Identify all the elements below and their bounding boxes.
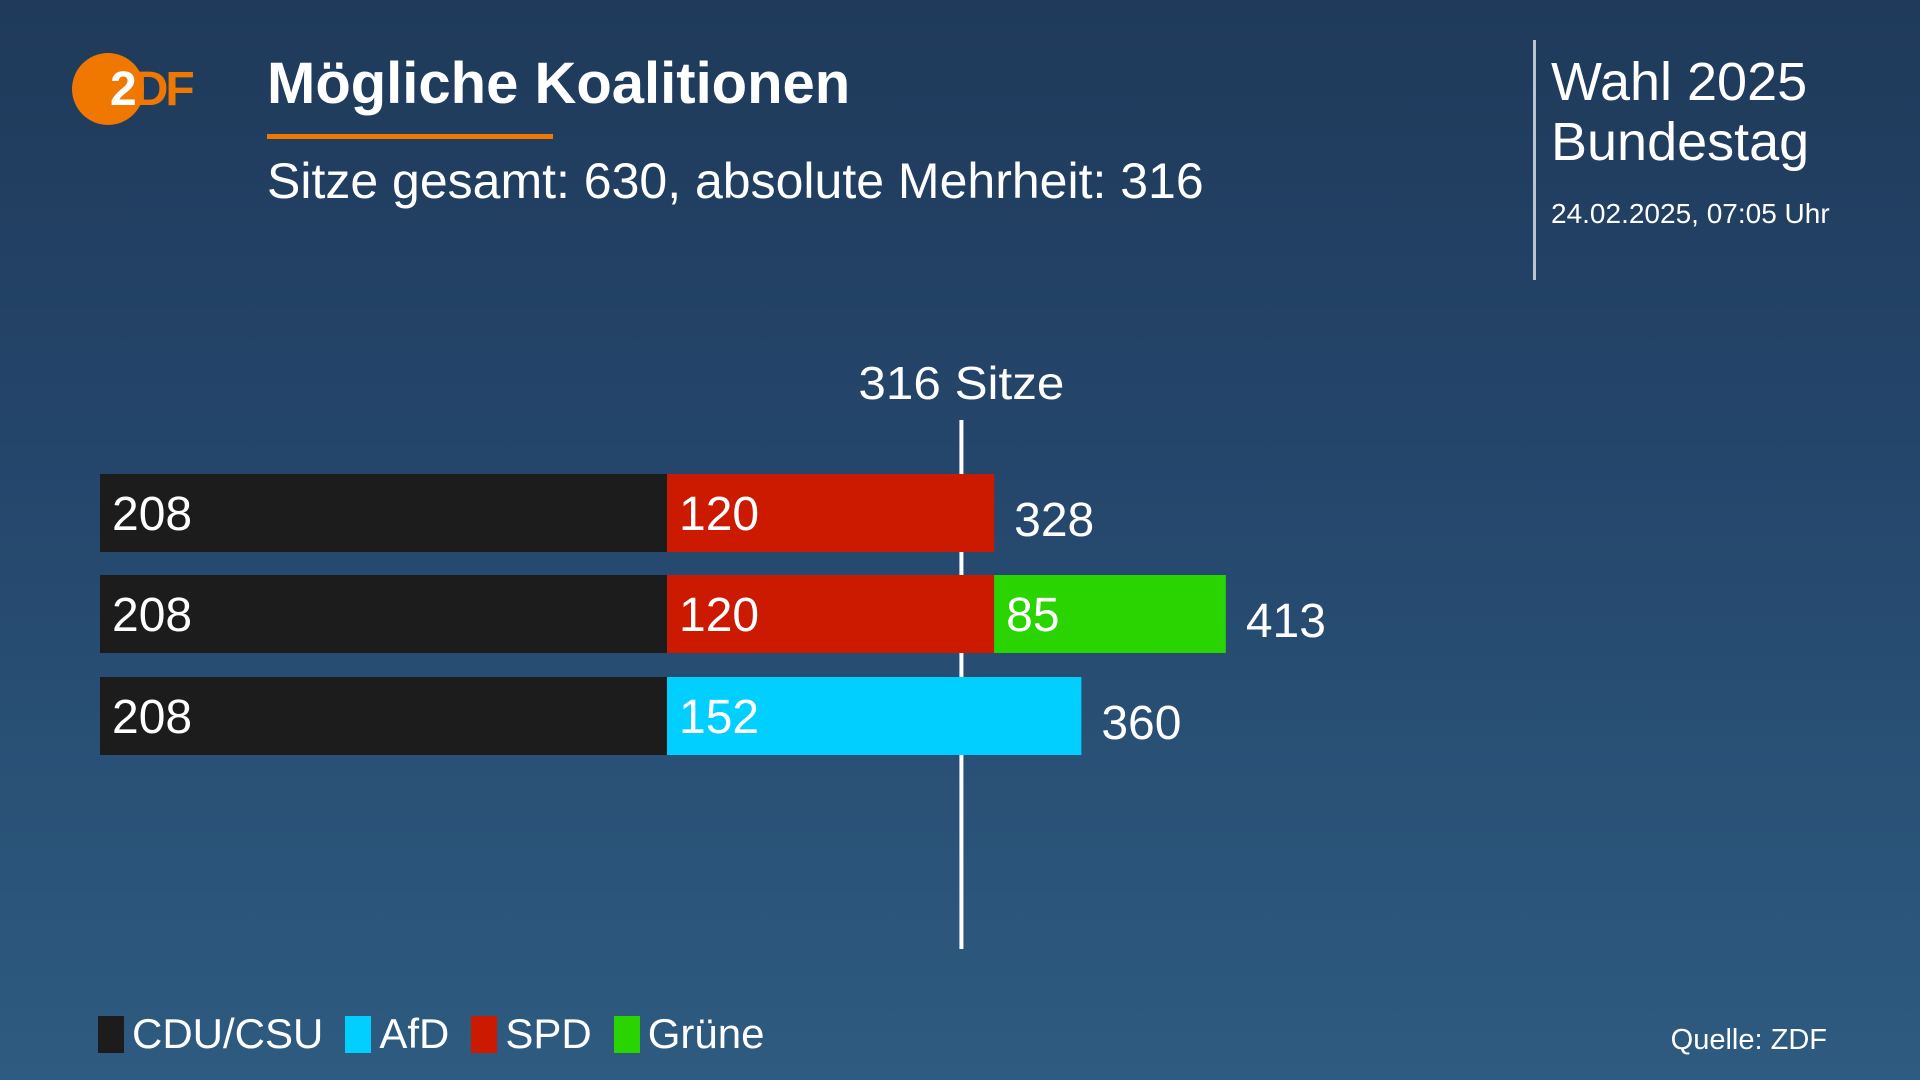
- bar-segment-spd: [667, 575, 995, 653]
- legend-swatch: [98, 1015, 124, 1053]
- legend-swatch: [345, 1015, 372, 1053]
- legend-label: Grüne: [647, 1010, 765, 1057]
- legend-item: CDU/CSU: [98, 1010, 323, 1058]
- legend: CDU/CSU AfD SPD Grüne: [98, 1010, 786, 1058]
- event-title: Wahl 2025 Bundestag: [1551, 52, 1809, 172]
- zdf-logo: [72, 53, 144, 125]
- bar-segment-spd: [667, 474, 995, 552]
- title-underline: [267, 134, 553, 139]
- bar-segment-label: 152: [679, 691, 759, 744]
- legend-item: SPD: [471, 1010, 592, 1058]
- event-line-2: Bundestag: [1551, 112, 1810, 172]
- bar-segment-cducsu: [100, 474, 668, 552]
- bar-segment-label: 208: [112, 691, 192, 744]
- bar-segment-label: 120: [679, 488, 759, 541]
- timestamp: 24.02.2025, 07:05 Uhr: [1551, 198, 1830, 229]
- row-total-label: 360: [1101, 697, 1181, 750]
- bar-segment-label: 208: [112, 589, 192, 642]
- bar-segment-grne: [994, 575, 1226, 653]
- legend-swatch: [613, 1015, 640, 1053]
- page-title: Mögliche Koalitionen: [267, 51, 851, 116]
- legend-label: AfD: [379, 1010, 450, 1057]
- zdf-logo-text: 2DF: [110, 63, 195, 116]
- legend-item: AfD: [345, 1010, 449, 1058]
- subtitle: Sitze gesamt: 630, absolute Mehrheit: 31…: [267, 153, 1204, 209]
- legend-item: Grüne: [613, 1010, 765, 1058]
- header-divider: [1533, 40, 1536, 280]
- bar-segment-cducsu: [100, 677, 668, 755]
- event-line-1: Wahl 2025: [1551, 52, 1808, 112]
- legend-label: CDU/CSU: [132, 1010, 324, 1057]
- legend-label: SPD: [505, 1010, 592, 1057]
- bar-segment-cducsu: [100, 575, 668, 653]
- row-total-label: 413: [1246, 595, 1326, 648]
- source-note: Quelle: ZDF: [1670, 1024, 1827, 1056]
- row-total-label: 328: [1014, 494, 1094, 547]
- bar-segment-label: 120: [679, 589, 759, 642]
- bar-segment-label: 85: [1006, 589, 1059, 642]
- threshold-label: 316 Sitze: [858, 357, 1064, 409]
- legend-swatch: [471, 1015, 498, 1053]
- bar-segment-label: 208: [112, 488, 192, 541]
- bar-segment-afd: [667, 677, 1082, 755]
